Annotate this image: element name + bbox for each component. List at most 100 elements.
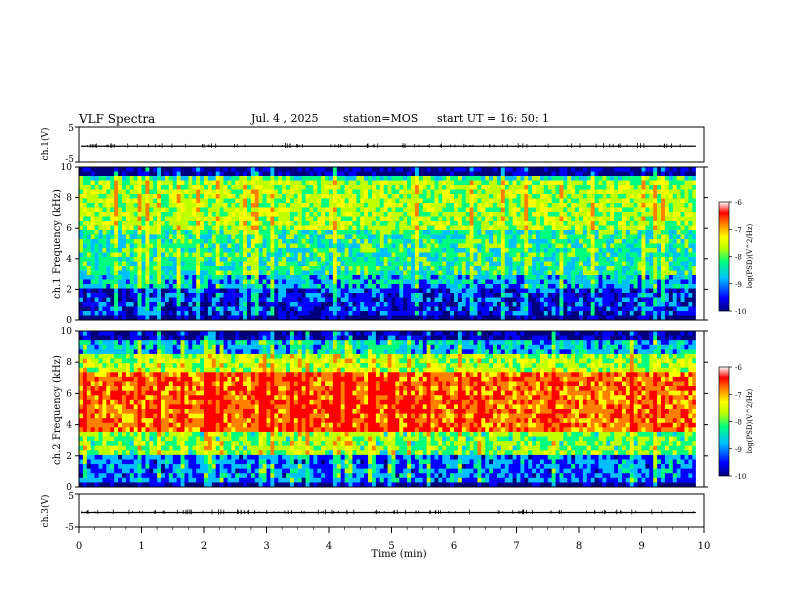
spectrogram-cell	[520, 270, 525, 276]
spectrogram-cell	[243, 216, 248, 222]
spectrogram-cell	[94, 230, 99, 235]
spectrogram-cell	[274, 203, 279, 208]
spectrogram-cell	[422, 189, 428, 195]
spectrogram-cell	[547, 248, 553, 253]
spectrogram-cell	[633, 284, 638, 289]
spectrogram-cell	[633, 180, 638, 186]
spectrogram-cell	[446, 176, 451, 181]
spectrogram-cell	[629, 248, 635, 253]
spectrogram-cell	[207, 311, 213, 316]
spectrogram-cell	[301, 270, 306, 276]
spectrogram-cell	[633, 279, 638, 285]
spectrogram-cell	[489, 194, 494, 199]
spectrogram-cell	[516, 167, 521, 172]
spectrogram-cell	[512, 257, 517, 262]
spectrogram-cell	[403, 252, 408, 258]
spectrogram-cell	[207, 297, 213, 303]
spectrogram-cell	[332, 230, 338, 235]
spectrogram-cell	[204, 212, 209, 217]
spectrogram-cell	[321, 257, 326, 262]
spectrogram-cell	[329, 252, 334, 258]
spectrogram-cell	[164, 252, 170, 258]
spectrogram-cell	[610, 167, 615, 172]
spectrogram-cell	[196, 194, 201, 199]
spectrogram-cell	[590, 252, 596, 258]
spectrogram-cell	[481, 315, 486, 321]
spectrogram-cell	[481, 288, 486, 294]
spectrogram-cell	[340, 306, 346, 312]
spectrogram-cell	[184, 167, 189, 172]
spectrogram-cell	[621, 212, 627, 217]
spectrogram-cell	[559, 221, 564, 226]
spectrogram-cell	[344, 221, 349, 226]
spectrogram-cell	[567, 288, 572, 294]
spectrogram-cell	[137, 198, 142, 204]
spectrogram-cell	[403, 194, 408, 199]
spectrogram-cell	[543, 252, 549, 258]
spectrogram-cell	[411, 266, 416, 271]
spectrogram-cell	[336, 239, 342, 244]
spectrogram-cell	[118, 248, 123, 253]
spectrogram-cell	[446, 252, 451, 258]
spectrogram-cell	[399, 311, 404, 316]
spectrogram-cell	[297, 171, 303, 177]
spectrogram-cell	[555, 185, 560, 190]
spectrogram-cell	[325, 306, 330, 312]
spectrogram-cell	[539, 257, 545, 262]
spectrogram-cell	[110, 230, 115, 235]
spectrogram-cell	[168, 270, 174, 276]
ch1-waveform-frame	[78, 126, 705, 163]
spectrogram-cell	[438, 306, 443, 312]
spectrogram-cell	[262, 261, 267, 267]
spectrogram-cell	[508, 198, 513, 204]
spectrogram-cell	[153, 167, 158, 172]
spectrogram-cell	[82, 167, 88, 172]
spectrogram-cell	[94, 212, 99, 217]
spectrogram-cell	[317, 198, 322, 204]
spectrogram-cell	[614, 212, 619, 217]
spectrogram-cell	[305, 180, 310, 186]
spectrogram-cell	[551, 279, 556, 285]
spectrogram-cell	[235, 212, 240, 217]
spectrogram-cell	[407, 221, 412, 226]
spectrogram-cell	[332, 207, 338, 213]
spectrogram-cell	[489, 198, 494, 204]
spectrogram-cell	[82, 293, 88, 298]
spectrogram-cell	[450, 275, 455, 280]
spectrogram-cell	[176, 270, 181, 276]
spectrogram-cell	[192, 306, 197, 312]
spectrogram-cell	[274, 257, 279, 262]
spectrogram-cell	[223, 315, 228, 321]
spectrogram-cell	[102, 176, 107, 181]
spectrogram-cell	[371, 297, 377, 303]
spectrogram-cell	[106, 216, 111, 222]
spectrogram-cell	[582, 185, 588, 190]
spectrogram-cell	[461, 279, 467, 285]
spectrogram-cell	[340, 180, 346, 186]
spectrogram-cell	[485, 293, 490, 298]
spectrogram-cell	[590, 284, 596, 289]
spectrogram-cell	[422, 180, 428, 186]
spectrogram-cell	[223, 239, 228, 244]
spectrogram-cell	[211, 311, 217, 316]
spectrogram-cell	[309, 234, 314, 240]
spectrogram-cell	[305, 198, 310, 204]
spectrogram-cell	[118, 252, 123, 258]
spectrogram-cell	[231, 297, 236, 303]
spectrogram-cell	[368, 185, 373, 190]
spectrogram-cell	[289, 189, 295, 195]
spectrogram-cell	[317, 293, 322, 298]
spectrogram-cell	[137, 230, 142, 235]
spectrogram-cell	[250, 288, 256, 294]
spectrogram-cell	[516, 180, 521, 186]
spectrogram-cell	[543, 261, 549, 267]
spectrogram-cell	[403, 275, 408, 280]
spectrogram-cell	[571, 248, 576, 253]
spectrogram-cell	[536, 311, 541, 316]
spectrogram-cell	[485, 311, 490, 316]
spectrogram-cell	[227, 248, 232, 253]
spectrogram-cell	[524, 302, 529, 307]
spectrogram-cell	[235, 302, 240, 307]
spectrogram-cell	[618, 248, 623, 253]
spectrogram-cell	[157, 189, 162, 195]
